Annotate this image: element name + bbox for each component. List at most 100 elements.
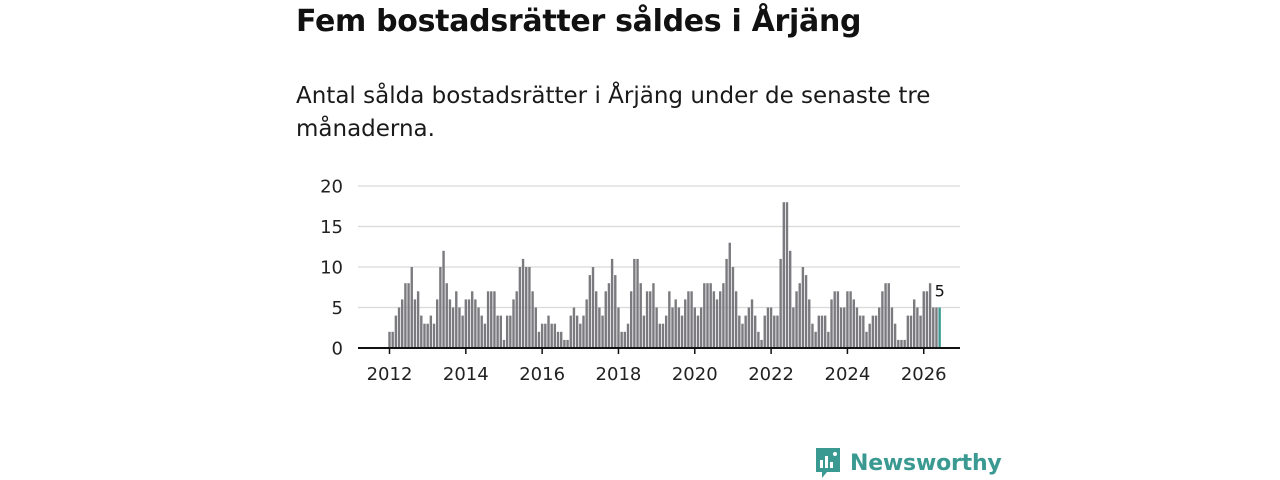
bar [560,331,563,348]
bar [633,258,636,348]
bar [868,323,871,348]
bar [585,299,588,348]
y-tick-label: 5 [332,298,343,319]
bar [582,315,585,348]
brand-name: Newsworthy [850,450,1002,476]
bar [696,315,700,348]
bar [544,323,547,348]
bar [677,307,681,348]
bar [645,291,649,348]
bar [690,291,693,348]
bar [671,307,674,348]
bar [512,299,515,348]
bar [575,315,579,348]
bar [505,315,509,348]
bar [687,291,690,348]
bar [773,315,776,348]
bar [747,307,751,348]
bar [839,307,843,348]
bar [890,307,894,348]
bar [483,323,487,348]
bar [467,299,471,348]
bar [502,339,506,348]
bar [820,315,824,348]
bar [814,331,817,348]
bar [769,307,773,348]
bar [706,283,709,348]
bar [900,339,903,348]
bar [413,299,417,348]
bar [550,323,553,348]
y-tick-label: 15 [320,217,343,238]
bar [897,339,900,348]
bar [913,299,916,348]
bar [668,291,671,348]
bar [528,267,531,348]
bar [703,283,706,348]
bar [464,299,468,348]
bar [540,323,544,348]
bar [785,202,789,348]
bar [607,283,611,348]
bar [709,283,712,348]
bar [922,291,925,348]
bar [909,315,913,348]
x-tick-label: 2016 [519,364,565,385]
x-tick-label: 2018 [596,364,642,385]
bar [397,307,401,348]
bar [661,323,665,348]
bar [509,315,512,348]
bar [420,315,423,348]
bar [893,323,897,348]
bar [588,275,592,348]
bar [849,291,852,348]
bar [426,323,429,348]
bar [738,315,741,348]
bar [461,315,464,348]
bar [684,299,687,348]
bar [410,267,413,348]
x-tick-label: 2026 [901,364,947,385]
bar [617,307,620,348]
bar [525,267,528,348]
y-tick-label: 0 [332,339,343,360]
bar [626,323,630,348]
bar [928,283,932,348]
bar [744,315,747,348]
bar [620,331,623,348]
bar [416,291,420,348]
bar [674,299,677,348]
bar [610,258,614,348]
bar [486,291,490,348]
bar [801,267,805,348]
bar [579,323,582,348]
bar [566,339,569,348]
bar [852,299,855,348]
bar [455,291,458,348]
bar [754,315,757,348]
bar [833,291,836,348]
bar [623,331,627,348]
bar [846,291,849,348]
bar [439,267,442,348]
bar [569,315,572,348]
bar [728,242,731,348]
bar [490,291,493,348]
bar [906,315,910,348]
chart-subtitle: Antal sålda bostadsrätter i Årjäng under… [296,83,931,142]
bar [734,291,738,348]
bar [750,299,754,348]
bar [878,307,881,348]
bar [766,307,770,348]
bar [531,291,534,348]
bar [935,307,938,348]
bar [903,339,906,348]
bar [798,283,801,348]
bar [563,339,566,348]
bar [591,267,595,348]
bar [804,275,808,348]
bar [779,258,782,348]
bar [572,307,576,348]
bar [388,331,391,348]
